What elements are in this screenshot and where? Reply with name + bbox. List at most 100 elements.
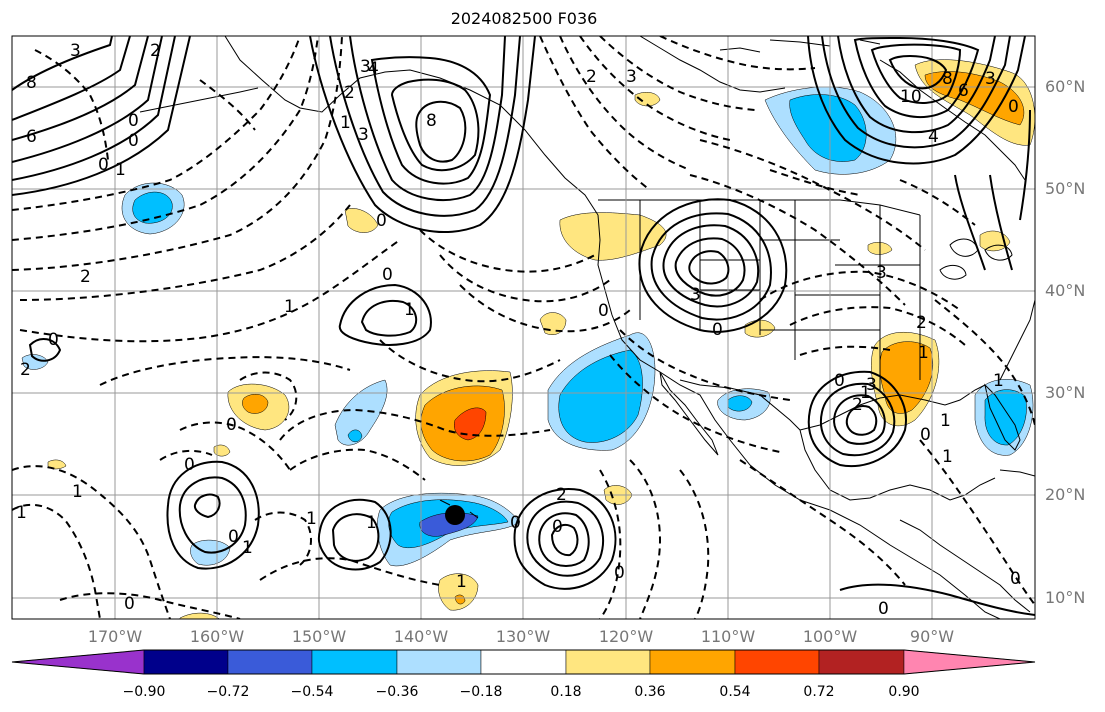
lon-label: 150°W [291, 627, 347, 646]
contour-line [338, 283, 432, 346]
contour-line [853, 36, 980, 119]
shade-blue [132, 191, 173, 224]
contour-line [837, 36, 996, 134]
contour-line [254, 511, 312, 566]
contour-line [699, 139, 926, 251]
colorbar-tick-label: 0.36 [634, 684, 666, 700]
contour-label: 0 [878, 599, 889, 619]
colorbar-outline [11, 649, 1036, 675]
contour-line [19, 239, 401, 343]
map-title: 2024082500 F036 [450, 9, 598, 28]
contour-line [821, 36, 1011, 149]
cuba [999, 469, 1035, 477]
contour-line [839, 583, 1035, 616]
hudson-bay [879, 59, 1026, 181]
contour-line [439, 254, 611, 303]
contour-line [650, 212, 772, 321]
contour-label: 0 [834, 371, 845, 391]
contour-line [659, 36, 816, 71]
contour-line [12, 36, 343, 271]
contour-line [526, 500, 604, 577]
colorbar-segment [227, 649, 313, 675]
contour-line [379, 339, 561, 383]
contour-label: 2 [916, 313, 927, 333]
contour-line [769, 169, 861, 196]
contour-label: 4 [368, 59, 379, 79]
contour-line [12, 36, 176, 181]
shade-yellow [344, 208, 379, 233]
lat-label: 10°N [1045, 588, 1086, 607]
contour-label: 1 [456, 572, 467, 592]
contour-line [899, 179, 976, 226]
shade-yellow [179, 612, 220, 619]
storm-center-marker [445, 505, 465, 525]
shade-blue [558, 349, 643, 443]
contour-line [239, 371, 298, 421]
contour-label: 2 [80, 267, 91, 287]
contour-label: 0 [598, 301, 609, 321]
contour-label: 0 [376, 211, 387, 231]
contour-label: 2 [852, 395, 863, 415]
canadian-arctic [639, 36, 786, 93]
contour-label: 0 [128, 111, 139, 131]
lon-label: 130°W [495, 627, 551, 646]
contour-label: 1 [306, 509, 317, 529]
contour-line [579, 36, 731, 141]
contour-label: 0 [614, 563, 625, 583]
contour-line [12, 36, 191, 196]
contour-line [12, 36, 163, 163]
contour-line [12, 36, 149, 141]
contour-line [317, 498, 392, 571]
lon-label: 120°W [598, 627, 654, 646]
contour-line [599, 36, 756, 111]
contour-line [179, 421, 291, 471]
contour-line [513, 488, 617, 590]
map-area: 8 6 0 3 2 1 0 0 2 3 8 0 1 3 1 2 1 0 4 3 … [12, 36, 1035, 619]
contour-label: 3 [866, 375, 877, 395]
contour-line [688, 250, 730, 285]
contour-label: 0 [226, 415, 237, 435]
colorbar-extend-low [11, 649, 145, 675]
lat-label: 50°N [1045, 179, 1086, 198]
contour-label: 0 [920, 425, 931, 445]
dashed-contours [12, 36, 1035, 619]
contour-label: 1 [16, 503, 27, 523]
contour-label: 0 [712, 320, 723, 340]
contour-line [12, 503, 101, 619]
contour-label: 10 [900, 87, 922, 107]
contour-line [279, 408, 551, 441]
contour-line [629, 459, 662, 619]
contour-label: 3 [690, 285, 701, 305]
contour-line [12, 36, 319, 241]
contour-label: 3 [360, 57, 371, 77]
contour-line [674, 237, 746, 297]
contour-line [12, 36, 113, 91]
shade-yellow [438, 573, 479, 611]
contour-line [662, 224, 760, 308]
colorbar-segment [734, 649, 820, 675]
colorbar-segment [143, 649, 229, 675]
lon-label: 100°W [802, 627, 858, 646]
contour-label: 1 [918, 343, 929, 363]
contour-line [360, 300, 418, 337]
contour-label: 0 [98, 155, 109, 175]
contour-label: 2 [556, 485, 567, 505]
contour-label: 1 [284, 297, 295, 317]
contour-line [159, 449, 213, 461]
contour-line [619, 329, 791, 401]
contour-label: 0 [128, 131, 139, 151]
colorbar-tick-label: −0.36 [375, 684, 419, 700]
lat-label: 20°N [1045, 485, 1086, 504]
contour-label: 1 [115, 160, 126, 180]
shade-red [454, 407, 487, 441]
colorbar-segment [565, 649, 651, 675]
colorbar-tick-label: 0.90 [888, 684, 920, 700]
contour-label: 2 [20, 360, 31, 380]
contour-line [833, 394, 886, 445]
map-frame [11, 35, 1036, 620]
contour-label: 0 [124, 594, 135, 614]
contour-line [609, 354, 781, 453]
contour-label: 0 [1008, 97, 1019, 117]
contour-line [19, 204, 351, 301]
